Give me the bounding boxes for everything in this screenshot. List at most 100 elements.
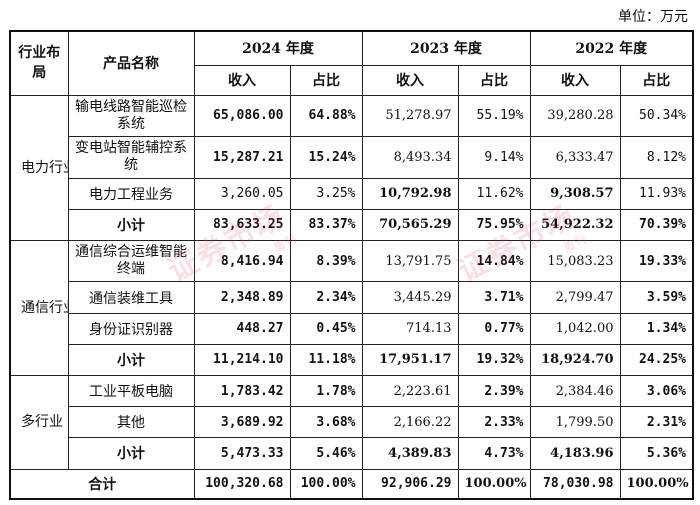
share-2023: 2.33% [457, 406, 531, 439]
revenue-2022: 2,384.46 [529, 374, 621, 408]
share-2022: 19.33% [619, 239, 694, 283]
share-2023: 0.77% [457, 312, 531, 345]
revenue-2024: 5,473.33 [193, 437, 291, 470]
header-share: 占比 [457, 64, 531, 96]
total-share-2022: 100.00% [619, 468, 694, 500]
revenue-2024: 1,783.42 [193, 374, 291, 408]
revenue-2024: 8,416.94 [193, 239, 291, 283]
header-segment: 行业布局 [9, 30, 69, 96]
header-revenue: 收入 [361, 64, 459, 96]
table-row: 多行业 工业平板电脑 1,783.42 1.78% 2,223.61 2.39% 2,384… [9, 374, 694, 470]
header-year-2024: 2024 年度 [193, 30, 363, 66]
product-name: 身份证识别器 [67, 312, 195, 345]
total-revenue-2024: 100,320.68 [193, 468, 291, 500]
revenue-2023: 70,565.29 [361, 208, 459, 241]
share-2023: 11.62% [457, 177, 531, 210]
share-2024: 3.68% [289, 406, 363, 439]
product-name: 小计 [67, 208, 195, 241]
share-2022: 8.12% [619, 136, 694, 179]
table-row: 电力行业输电线路智能巡检系统65,086.0064.88%51,278.9755… [9, 94, 694, 241]
table-row: 电力工程业务 3,260.05 3.25% 10,792.98 11.62% 9,308.… [10, 177, 694, 210]
revenue-2022: 1,799.50 [529, 406, 621, 439]
product-name: 小计 [67, 343, 195, 376]
revenue-2022: 6,333.47 [529, 136, 621, 179]
share-2024: 0.45% [289, 312, 363, 345]
revenue-2024: 3,689.92 [193, 406, 291, 439]
share-2024: 64.88% [289, 94, 363, 138]
table-row: 其他 3,689.92 3.68% 2,166.22 2.33% 1,799.50 2.31… [10, 406, 694, 439]
table-row: 通信行业通信综合运维智能终端8,416.948.39%13,791.7514.8… [9, 239, 694, 376]
revenue-2022: 4,183.96 [529, 437, 621, 470]
header-year-2022: 2022 年度 [529, 30, 694, 66]
table-row: 变电站智能辅控系统 15,287.21 15.24% 8,493.34 9.14% 6,3… [10, 136, 694, 179]
revenue-2023: 2,166.22 [361, 406, 459, 439]
segment-label: 电力行业 [9, 94, 69, 241]
revenue-2023: 4,389.83 [361, 437, 459, 470]
total-revenue-2023: 92,906.29 [361, 468, 459, 500]
revenue-2023: 17,951.17 [361, 343, 459, 376]
share-2024: 3.25% [289, 177, 363, 210]
share-2023: 3.71% [457, 281, 531, 314]
share-2023: 55.19% [457, 94, 531, 138]
product-name: 工业平板电脑 [67, 374, 195, 408]
total-row: 合计 100,320.68 100.00% 92,906.29 100.00% … [9, 468, 694, 500]
revenue-2023: 10,792.98 [361, 177, 459, 210]
header-revenue: 收入 [193, 64, 291, 96]
revenue-table: 行业布局 产品名称 2024 年度 2023 年度 2022 年度 收入 占比 … [9, 30, 694, 500]
table-row: 身份证识别器 448.27 0.45% 714.13 0.77% 1,042.00 1.34… [10, 312, 694, 345]
product-name: 输电线路智能巡检系统 [67, 94, 195, 138]
product-name: 变电站智能辅控系统 [67, 136, 195, 179]
header-revenue: 收入 [529, 64, 621, 96]
segment-label: 通信行业 [9, 239, 69, 376]
revenue-2023: 3,445.29 [361, 281, 459, 314]
share-2022: 1.34% [619, 312, 694, 345]
share-2022: 5.36% [619, 437, 694, 470]
revenue-2023: 714.13 [361, 312, 459, 345]
share-2023: 19.32% [457, 343, 531, 376]
revenue-2022: 9,308.57 [529, 177, 621, 210]
unit-label: 单位：万元 [618, 9, 688, 25]
revenue-2023: 13,791.75 [361, 239, 459, 283]
revenue-2023: 8,493.34 [361, 136, 459, 179]
subtotal-row: 小计 83,633.25 83.37% 70,565.29 75.95% 54,922.3… [10, 208, 694, 241]
revenue-2024: 15,287.21 [193, 136, 291, 179]
revenue-2024: 3,260.05 [193, 177, 291, 210]
product-name: 其他 [67, 406, 195, 439]
revenue-2022: 1,042.00 [529, 312, 621, 345]
product-name: 小计 [67, 437, 195, 470]
revenue-2024: 448.27 [193, 312, 291, 345]
share-2023: 9.14% [457, 136, 531, 179]
total-revenue-2022: 78,030.98 [529, 468, 621, 500]
header-year-2023: 2023 年度 [361, 30, 531, 66]
total-share-2023: 100.00% [457, 468, 531, 500]
share-2023: 4.73% [457, 437, 531, 470]
product-name: 通信综合运维智能终端 [67, 239, 195, 283]
share-2022: 2.31% [619, 406, 694, 439]
share-2024: 5.46% [289, 437, 363, 470]
revenue-2022: 39,280.28 [529, 94, 621, 138]
share-2024: 1.78% [289, 374, 363, 408]
revenue-2024: 83,633.25 [193, 208, 291, 241]
header-product: 产品名称 [67, 30, 195, 96]
share-2023: 14.84% [457, 239, 531, 283]
revenue-2022: 15,083.23 [529, 239, 621, 283]
table-row: 通信装维工具 2,348.89 2.34% 3,445.29 3.71% 2,799.47… [10, 281, 694, 314]
total-label: 合计 [9, 468, 195, 500]
share-2022: 3.06% [619, 374, 694, 408]
share-2023: 2.39% [457, 374, 531, 408]
share-2022: 3.59% [619, 281, 694, 314]
revenue-2024: 11,214.10 [193, 343, 291, 376]
revenue-2022: 18,924.70 [529, 343, 621, 376]
total-share-2024: 100.00% [289, 468, 363, 500]
share-2023: 75.95% [457, 208, 531, 241]
subtotal-row: 小计 5,473.33 5.46% 4,389.83 4.73% 4,183.96 5.36… [10, 437, 694, 470]
revenue-2024: 2,348.89 [193, 281, 291, 314]
share-2022: 70.39% [619, 208, 694, 241]
segment-label: 多行业 [9, 374, 69, 470]
share-2024: 8.39% [289, 239, 363, 283]
revenue-2023: 51,278.97 [361, 94, 459, 138]
share-2022: 11.93% [619, 177, 694, 210]
share-2024: 11.18% [289, 343, 363, 376]
product-name: 电力工程业务 [67, 177, 195, 210]
share-2024: 2.34% [289, 281, 363, 314]
